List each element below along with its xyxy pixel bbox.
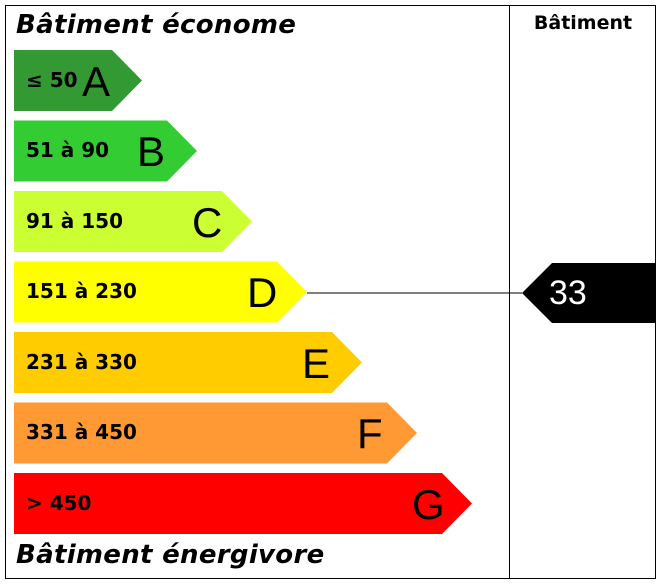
label-frame [5,5,656,579]
title-energy-intensive: Bâtiment énergivore [16,540,325,570]
indicator-value: 33 [549,274,587,312]
class-range-label: > 450 [26,490,92,515]
class-letter: B [137,128,166,175]
class-bar-c [14,191,252,252]
class-range-label: 51 à 90 [26,138,110,162]
column-header-building: Bâtiment [533,12,633,34]
class-letter: F [357,410,383,457]
class-range-label: ≤ 50 [26,67,78,92]
class-letter: A [82,57,111,105]
class-range-label: 331 à 450 [26,420,137,444]
class-letter: E [302,339,331,387]
class-bar-g [14,473,472,534]
class-range-label: 231 à 330 [26,349,137,374]
indicator-arrow [522,263,655,323]
class-bar-e [14,332,362,393]
class-letter: D [247,269,278,316]
column-divider [509,5,510,579]
class-bar-a [14,50,142,111]
class-bar-b [14,120,197,182]
class-range-label: 91 à 150 [26,208,124,233]
class-bar-d [14,261,307,323]
class-letter: C [192,198,223,246]
title-economical: Bâtiment économe [16,10,297,40]
class-range-label: 151 à 230 [26,279,137,303]
class-bar-f [14,402,417,464]
class-letter: G [412,480,445,528]
